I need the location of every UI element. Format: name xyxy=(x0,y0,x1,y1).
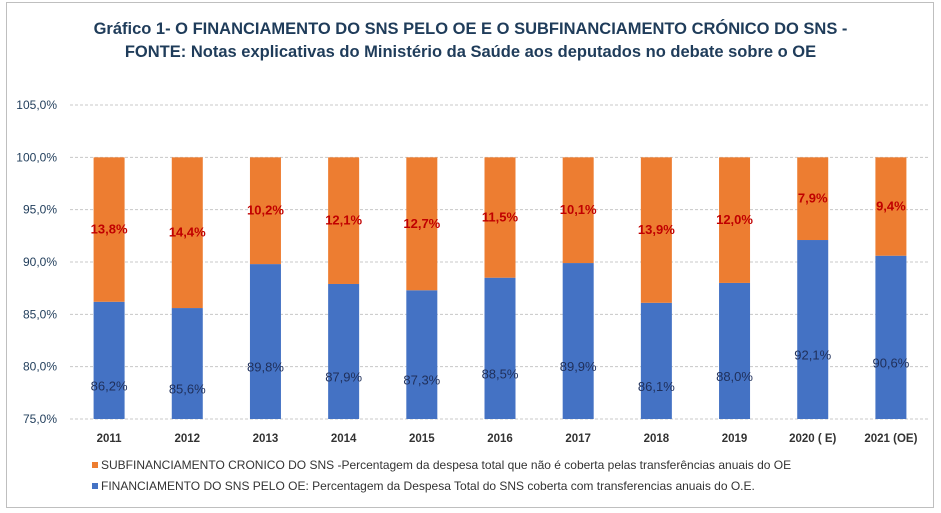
bar-financiamento xyxy=(719,282,751,419)
x-tick-label: 2016 xyxy=(487,433,513,445)
data-label: 89,8% xyxy=(247,360,284,375)
y-tick-label: 105,0% xyxy=(16,98,57,112)
bar-subfinanciamento xyxy=(171,157,203,309)
data-label: 88,5% xyxy=(482,366,519,381)
x-tick-label: 2015 xyxy=(409,433,435,445)
y-tick-label: 90,0% xyxy=(23,255,57,269)
data-label: 90,6% xyxy=(872,355,909,370)
bar-subfinanciamento xyxy=(484,157,516,278)
data-label: 10,1% xyxy=(560,202,597,217)
data-label: 12,7% xyxy=(403,216,440,231)
legend-item-subfinanciamento: SUBFINANCIAMENTO CRONICO DO SNS -Percent… xyxy=(92,458,791,472)
y-tick-label: 95,0% xyxy=(23,203,57,217)
x-tick-label: 2011 xyxy=(97,433,123,445)
data-label: 87,3% xyxy=(403,373,440,388)
bar-subfinanciamento xyxy=(640,157,672,303)
bar-financiamento xyxy=(875,255,907,419)
bar-subfinanciamento xyxy=(406,157,438,291)
x-tick-label: 2019 xyxy=(722,433,748,445)
bar-financiamento xyxy=(562,263,594,419)
bar-subfinanciamento xyxy=(249,157,281,265)
legend-label: SUBFINANCIAMENTO CRONICO DO SNS -Percent… xyxy=(101,458,792,472)
x-tick-label: 2017 xyxy=(565,433,591,445)
y-tick-label: 75,0% xyxy=(23,412,57,426)
data-label: 9,4% xyxy=(876,199,906,214)
bar-subfinanciamento xyxy=(719,157,751,283)
data-label: 88,0% xyxy=(716,369,753,384)
bar-subfinanciamento xyxy=(562,157,594,264)
legend-label: FINANCIAMENTO DO SNS PELO OE: Percentage… xyxy=(101,479,755,493)
legend-item-financiamento: FINANCIAMENTO DO SNS PELO OE: Percentage… xyxy=(92,479,755,493)
data-label: 13,8% xyxy=(91,222,128,237)
x-tick-label: 2012 xyxy=(174,433,200,445)
data-label: 85,6% xyxy=(169,382,206,397)
data-label: 92,1% xyxy=(794,348,831,363)
bar-financiamento xyxy=(406,290,438,419)
data-label: 12,0% xyxy=(716,212,753,227)
x-tick-label: 2018 xyxy=(644,433,670,445)
bar-subfinanciamento xyxy=(797,157,829,241)
data-label: 13,9% xyxy=(638,222,675,237)
data-label: 87,9% xyxy=(325,369,362,384)
bar-subfinanciamento xyxy=(875,157,907,256)
data-label: 11,5% xyxy=(482,210,519,225)
title-line-2: FONTE: Notas explicativas do Ministério … xyxy=(124,43,817,61)
bar-financiamento xyxy=(797,240,829,419)
y-tick-label: 85,0% xyxy=(23,307,57,321)
bar-financiamento xyxy=(93,301,125,419)
data-label: 14,4% xyxy=(169,225,206,240)
data-label: 7,9% xyxy=(798,191,828,206)
chart-frame xyxy=(6,2,934,508)
bar-subfinanciamento xyxy=(328,157,360,284)
bar-financiamento xyxy=(249,264,281,419)
x-tick-label: 2013 xyxy=(253,433,279,445)
chart-title: Gráfico 1- O FINANCIAMENTO DO SNS PELO O… xyxy=(0,18,941,64)
data-label: 10,2% xyxy=(247,203,284,218)
x-tick-label: 2021 (OE) xyxy=(864,433,917,445)
bar-financiamento xyxy=(171,308,203,419)
bar-financiamento xyxy=(640,302,672,419)
y-tick-label: 100,0% xyxy=(16,150,57,164)
y-tick-label: 80,0% xyxy=(23,360,57,374)
legend-swatch-orange xyxy=(92,462,98,468)
x-tick-label: 2020 ( E) xyxy=(789,433,836,445)
data-label: 89,9% xyxy=(560,359,597,374)
x-tick-label: 2014 xyxy=(331,433,357,445)
data-label: 12,1% xyxy=(325,213,362,228)
bar-financiamento xyxy=(328,283,360,419)
bar-subfinanciamento xyxy=(93,157,125,302)
data-label: 86,2% xyxy=(91,378,128,393)
title-line-1: Gráfico 1- O FINANCIAMENTO DO SNS PELO O… xyxy=(93,20,848,38)
bar-financiamento xyxy=(484,277,516,419)
data-label: 86,1% xyxy=(638,379,675,394)
legend-swatch-blue xyxy=(92,483,98,489)
